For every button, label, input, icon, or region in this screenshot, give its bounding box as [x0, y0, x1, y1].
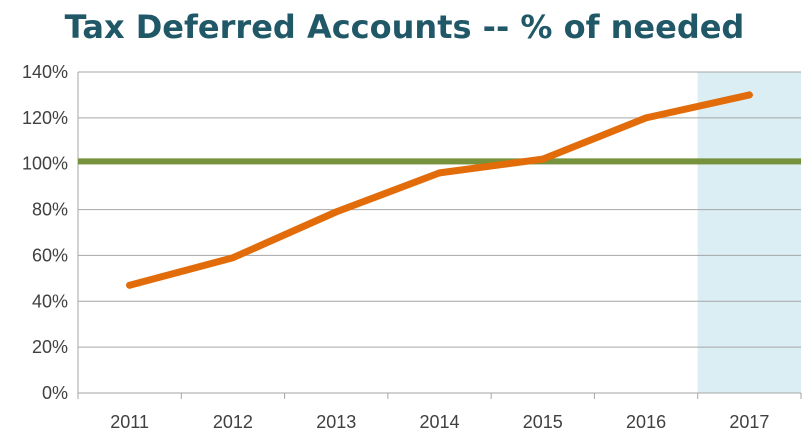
- data-point: [126, 281, 134, 289]
- highlight-band: [697, 72, 801, 393]
- x-tick-label: 2014: [419, 412, 459, 432]
- data-point: [229, 254, 237, 262]
- y-tick-label: 120%: [22, 108, 68, 128]
- x-tick-label: 2016: [626, 412, 666, 432]
- x-tick-label: 2015: [523, 412, 563, 432]
- x-tick-label: 2017: [729, 412, 769, 432]
- data-point: [436, 169, 443, 177]
- data-point: [539, 155, 547, 163]
- y-tick-label: 100%: [22, 154, 68, 174]
- data-point: [745, 91, 753, 99]
- y-tick-label: 40%: [32, 291, 68, 311]
- data-point: [332, 208, 340, 216]
- x-tick-label: 2012: [213, 412, 253, 432]
- series-line: [126, 91, 753, 289]
- x-tick-labels: 2011 2012 2013 2014 2015 2016 2017: [110, 412, 769, 432]
- y-tick-label: 80%: [32, 200, 68, 220]
- y-tick-labels: 0% 20% 40% 60% 80% 100% 120% 140%: [22, 62, 68, 403]
- axes: [77, 72, 802, 399]
- data-point: [642, 114, 650, 122]
- y-tick-label: 20%: [32, 337, 68, 357]
- chart-title: Tax Deferred Accounts -- % of needed: [64, 8, 745, 46]
- x-tick-label: 2013: [316, 412, 356, 432]
- y-tick-label: 60%: [32, 245, 68, 265]
- x-tick-label: 2011: [110, 412, 149, 432]
- y-tick-label: 140%: [22, 62, 68, 82]
- gridlines: [78, 71, 801, 348]
- y-tick-label: 0%: [42, 383, 68, 403]
